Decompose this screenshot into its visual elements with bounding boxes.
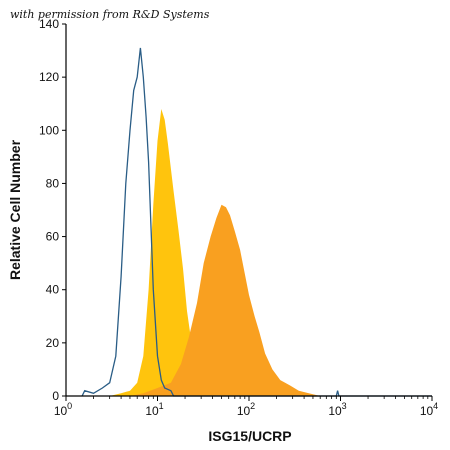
series-layer [81, 47, 432, 397]
y-tick-label: 0 [52, 389, 59, 403]
x-tick-label: 100 [54, 401, 72, 418]
x-ticks: 100 101 102 103 104 [54, 396, 438, 418]
x-tick-label: 103 [328, 401, 346, 418]
y-tick-label: 60 [46, 230, 60, 244]
x-axis-title: ISG15/UCRP [208, 428, 291, 444]
permission-note: with permission from R&D Systems [10, 8, 210, 21]
y-ticks: 0 20 40 60 80 100 120 140 [39, 17, 66, 403]
histogram-series-2 [130, 204, 321, 396]
y-tick-label: 120 [39, 70, 59, 84]
y-tick-label: 20 [46, 336, 60, 350]
x-tick-label: 102 [237, 401, 255, 418]
y-tick-label: 40 [46, 283, 60, 297]
y-tick-label: 100 [39, 123, 59, 137]
x-tick-label: 101 [145, 401, 163, 418]
y-axis-title: Relative Cell Number [7, 139, 23, 280]
y-tick-label: 140 [39, 17, 59, 31]
histogram-series-1 [109, 109, 229, 396]
x-tick-label: 104 [420, 401, 438, 418]
y-tick-label: 80 [46, 176, 60, 190]
